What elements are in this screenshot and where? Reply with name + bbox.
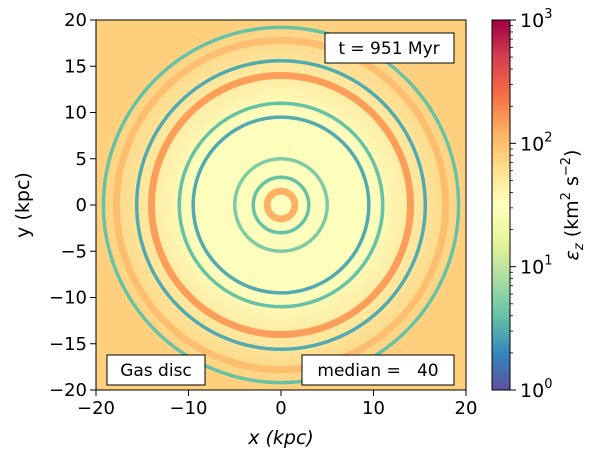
ring-3 bbox=[148, 72, 414, 338]
colorbar-tick-label: 101 bbox=[520, 254, 552, 279]
ring-7 bbox=[251, 175, 311, 235]
component-annotation: Gas disc bbox=[106, 354, 206, 386]
x-axis: −20 −10 0 10 20 bbox=[77, 390, 477, 419]
ring-0 bbox=[101, 25, 461, 385]
y-tick-label: 5 bbox=[76, 149, 87, 170]
svg-text:Gas disc: Gas disc bbox=[120, 361, 192, 381]
median-annotation: median = 40 bbox=[301, 354, 455, 386]
y-tick-label: 15 bbox=[64, 56, 87, 77]
x-tick-label: −10 bbox=[170, 398, 208, 419]
heatmap-plot bbox=[95, 19, 467, 391]
y-tick-label: −15 bbox=[49, 334, 87, 355]
x-tick-label: 10 bbox=[362, 398, 385, 419]
y-tick-label: 0 bbox=[76, 195, 87, 216]
y-tick-label: 20 bbox=[64, 10, 87, 31]
x-tick-label: 0 bbox=[275, 398, 286, 419]
colorbar-label: εz (km2 s−2) bbox=[559, 150, 587, 261]
y-tick-label: −5 bbox=[60, 241, 87, 262]
colorbar-tick-label: 100 bbox=[520, 377, 552, 402]
colorbar-tick-label: 103 bbox=[520, 7, 552, 32]
colorbar: 100 101 102 103 εz (km2 s−2) bbox=[491, 7, 587, 402]
ring-6 bbox=[233, 157, 329, 253]
colorbar-ticks: 100 101 102 103 bbox=[510, 7, 552, 402]
plot-background bbox=[96, 20, 466, 390]
y-axis: −20 −15 −10 −5 0 5 10 15 20 bbox=[49, 10, 96, 401]
time-annotation: t = 951 Myr bbox=[324, 32, 455, 64]
ring-5 bbox=[191, 115, 371, 295]
ring-1 bbox=[112, 36, 450, 374]
x-axis-label: x (kpc) bbox=[247, 427, 314, 449]
y-axis-label: y (kpc) bbox=[12, 172, 34, 238]
ring-4 bbox=[177, 101, 385, 309]
y-tick-label: 10 bbox=[64, 103, 87, 124]
ring-2 bbox=[134, 58, 428, 352]
x-tick-label: 20 bbox=[455, 398, 478, 419]
svg-text:t = 951 Myr: t = 951 Myr bbox=[338, 39, 439, 59]
ring-8 bbox=[263, 187, 299, 223]
rings-layer bbox=[101, 25, 461, 385]
x-tick-label: −20 bbox=[77, 398, 115, 419]
colorbar-tick-label: 102 bbox=[520, 130, 552, 155]
svg-text:median = 40: median = 40 bbox=[317, 361, 438, 381]
y-tick-label: −10 bbox=[49, 288, 87, 309]
colorbar-bar bbox=[491, 19, 511, 391]
y-tick-label: −20 bbox=[49, 380, 87, 401]
